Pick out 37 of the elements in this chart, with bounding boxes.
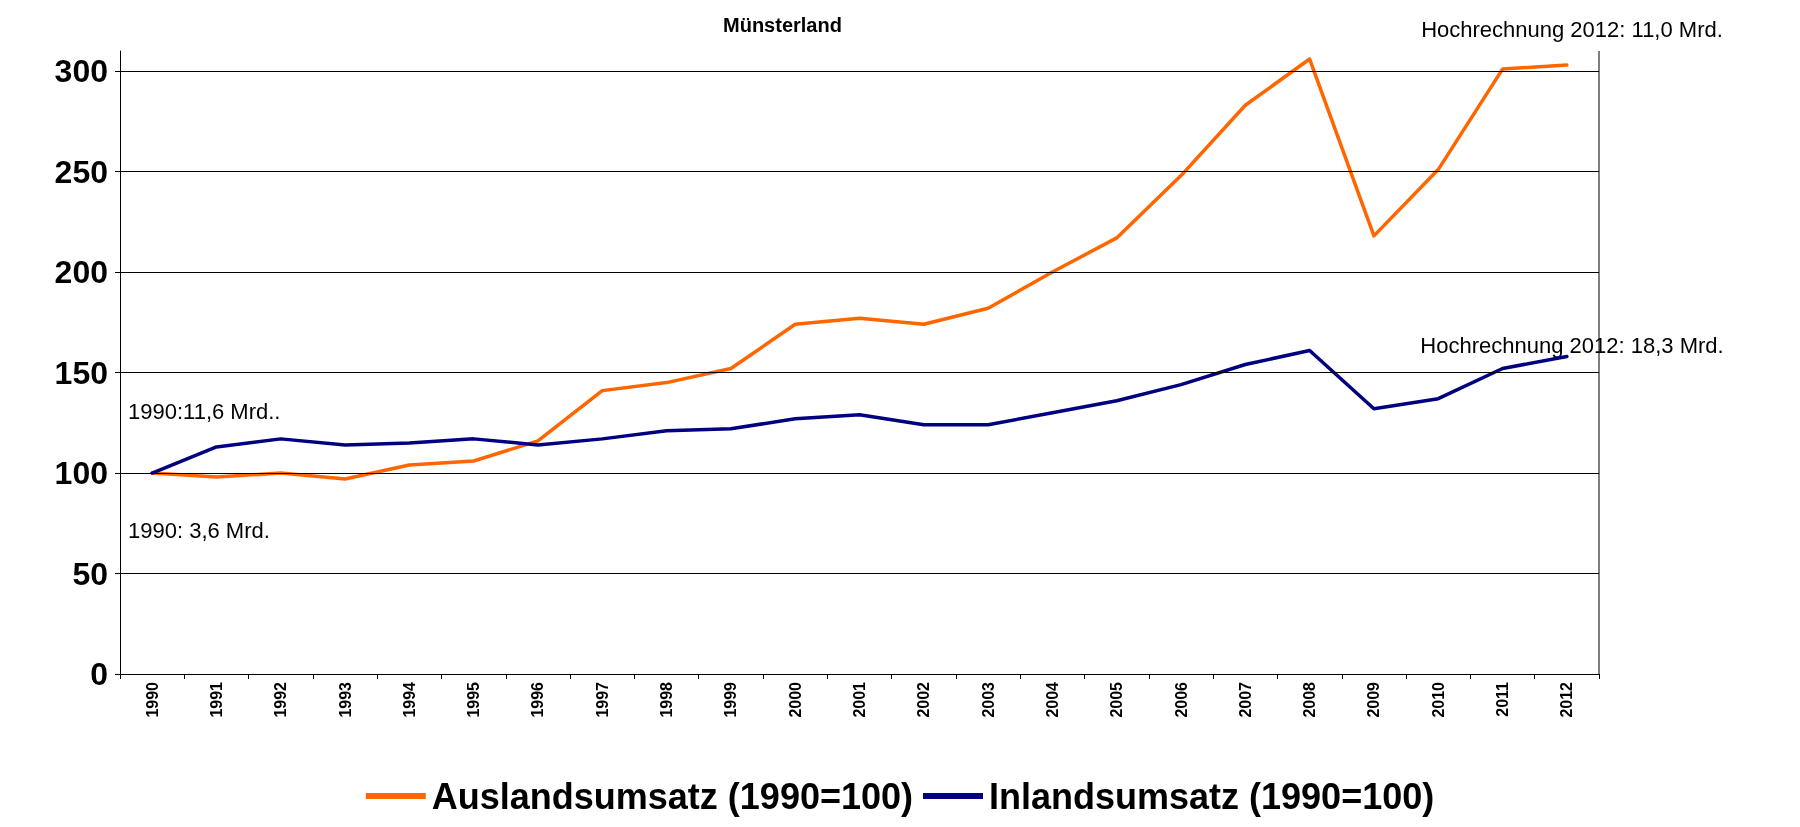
y-tick-label: 250 (54, 153, 108, 190)
x-tick-label: 2000 (786, 681, 804, 718)
x-tick-label: 1993 (336, 681, 354, 718)
legend-label: Auslandsumsatz (1990=100) (431, 775, 914, 817)
annotation: 1990: 3,6 Mrd. (128, 517, 270, 543)
x-tick-label: 2001 (851, 681, 868, 718)
annotation: 1990:11,6 Mrd.. (128, 398, 281, 424)
chart-title: Münsterland (723, 14, 842, 36)
x-tick-label: 2002 (915, 681, 933, 718)
x-tick-label: 1998 (658, 681, 676, 718)
y-tick-label: 50 (72, 555, 108, 592)
x-tick-label: 2008 (1301, 681, 1319, 718)
x-tick-label: 2003 (979, 681, 997, 718)
y-tick-label: 100 (54, 455, 108, 492)
legend-label: Inlandsumsatz (1990=100) (989, 775, 1435, 817)
x-tick-label: 1997 (593, 681, 611, 718)
x-tick-label: 2012 (1558, 681, 1576, 718)
x-tick-label: 1995 (465, 681, 483, 718)
x-tick-label: 2005 (1108, 681, 1126, 718)
x-tick-label: 1990 (143, 681, 161, 718)
x-tick-label: 1996 (529, 681, 547, 718)
x-tick-label: 2006 (1172, 681, 1190, 718)
annotation: Hochrechnung 2012: 18,3 Mrd. (1420, 332, 1724, 358)
x-tick-label: 2011 (1494, 681, 1512, 717)
y-tick-label: 200 (54, 254, 108, 291)
text: Hochrechnung 2012: 11,0 Mrd. (1421, 16, 1723, 42)
y-tick-label: 0 (90, 656, 108, 692)
x-tick-label: 2007 (1236, 681, 1254, 718)
x-tick-label: 1994 (400, 681, 418, 718)
x-tick-label: 2009 (1365, 681, 1383, 718)
y-tick-label: 150 (54, 354, 108, 391)
x-tick-label: 2004 (1043, 681, 1061, 718)
x-tick-label: 1992 (272, 681, 290, 718)
x-tick-label: 1999 (722, 681, 740, 718)
y-tick-label: 300 (54, 53, 108, 90)
x-tick-label: 1991 (207, 681, 225, 718)
x-tick-label: 2010 (1429, 681, 1447, 718)
